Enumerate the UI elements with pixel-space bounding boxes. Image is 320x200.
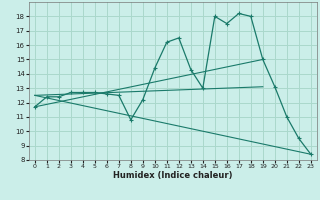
X-axis label: Humidex (Indice chaleur): Humidex (Indice chaleur) xyxy=(113,171,233,180)
